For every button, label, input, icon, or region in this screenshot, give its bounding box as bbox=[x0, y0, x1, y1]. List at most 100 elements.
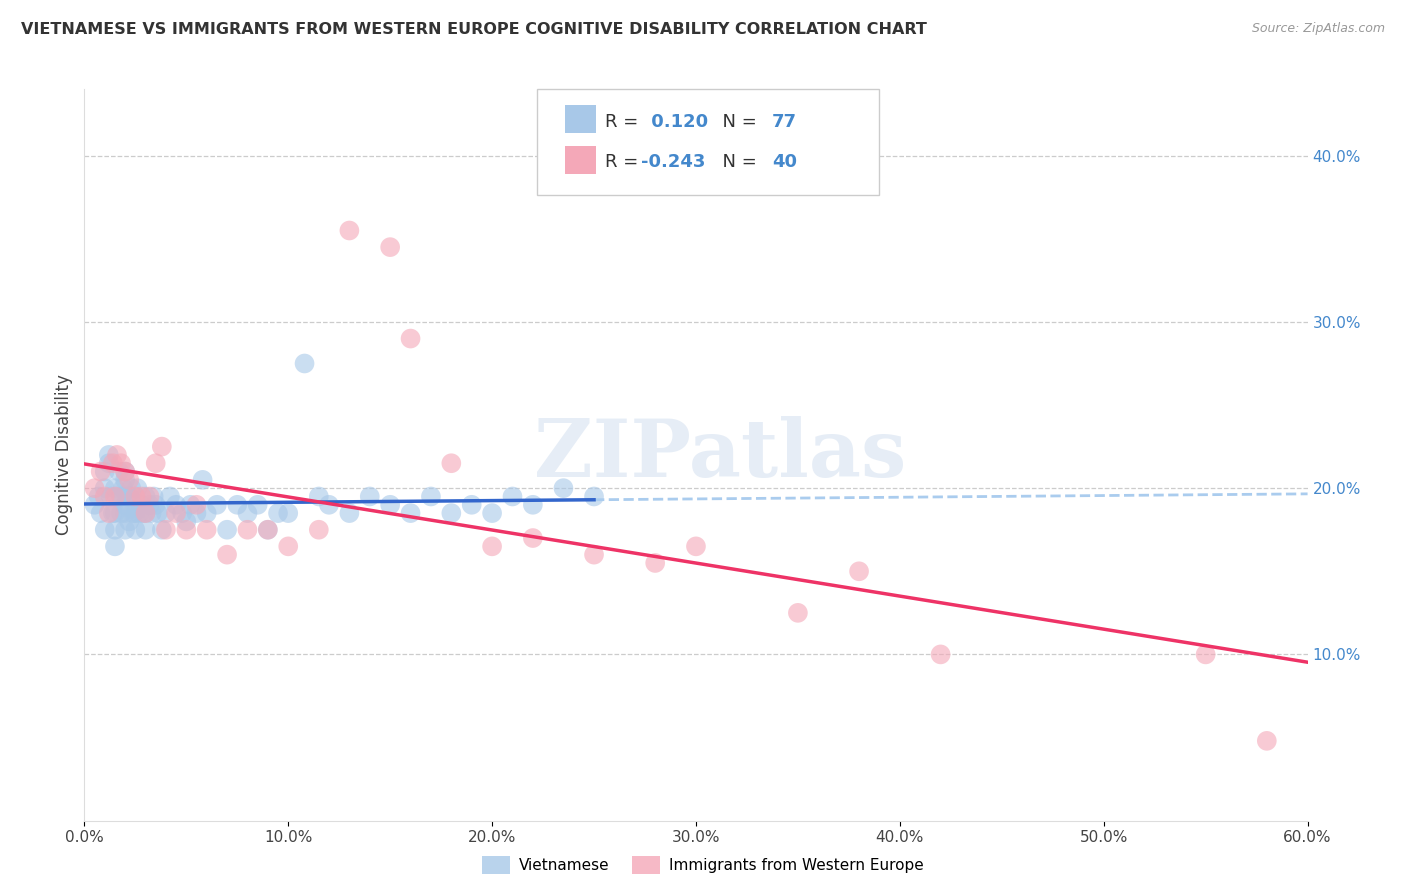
Point bbox=[174, 523, 197, 537]
Point bbox=[583, 548, 606, 562]
Point bbox=[104, 523, 127, 537]
Point bbox=[277, 506, 299, 520]
Point bbox=[217, 548, 239, 562]
Point bbox=[236, 523, 259, 537]
FancyBboxPatch shape bbox=[565, 146, 596, 174]
Point bbox=[93, 465, 115, 479]
Point bbox=[522, 531, 544, 545]
Point bbox=[461, 498, 484, 512]
Point bbox=[522, 498, 544, 512]
Y-axis label: Cognitive Disability: Cognitive Disability bbox=[55, 375, 73, 535]
Point bbox=[165, 498, 187, 512]
Point bbox=[318, 498, 340, 512]
Point bbox=[118, 473, 141, 487]
Point bbox=[399, 506, 422, 520]
Point bbox=[105, 490, 128, 504]
Point bbox=[481, 539, 503, 553]
Point bbox=[583, 490, 606, 504]
Point bbox=[138, 490, 160, 504]
Point bbox=[114, 465, 136, 479]
Point bbox=[359, 490, 381, 504]
Text: N =: N = bbox=[710, 153, 762, 171]
Point bbox=[380, 240, 402, 254]
Point bbox=[1256, 734, 1278, 748]
Point bbox=[929, 648, 952, 662]
Point bbox=[145, 498, 167, 512]
Point bbox=[108, 465, 131, 479]
Point bbox=[172, 506, 194, 520]
Point bbox=[267, 506, 290, 520]
Point bbox=[294, 356, 316, 370]
Text: 40: 40 bbox=[772, 153, 797, 171]
Point bbox=[105, 448, 128, 462]
Point bbox=[420, 490, 443, 504]
Point bbox=[124, 490, 146, 504]
Text: R =: R = bbox=[606, 153, 644, 171]
Point bbox=[83, 498, 105, 512]
Point bbox=[118, 490, 141, 504]
Point bbox=[138, 498, 160, 512]
Text: R =: R = bbox=[606, 113, 644, 131]
Point bbox=[135, 523, 157, 537]
Point bbox=[114, 498, 136, 512]
Point bbox=[191, 473, 214, 487]
Point bbox=[97, 456, 120, 470]
Text: Source: ZipAtlas.com: Source: ZipAtlas.com bbox=[1251, 22, 1385, 36]
Point bbox=[83, 481, 105, 495]
Point bbox=[97, 506, 120, 520]
Point bbox=[120, 481, 142, 495]
Point bbox=[115, 490, 138, 504]
Point bbox=[380, 498, 402, 512]
Text: -0.243: -0.243 bbox=[641, 153, 706, 171]
Point bbox=[226, 498, 249, 512]
Point bbox=[114, 523, 136, 537]
Point bbox=[155, 523, 177, 537]
Point bbox=[131, 498, 153, 512]
Point bbox=[399, 332, 422, 346]
Point bbox=[217, 523, 239, 537]
Point bbox=[124, 523, 146, 537]
Point bbox=[195, 523, 218, 537]
Point bbox=[124, 506, 146, 520]
Point bbox=[179, 498, 201, 512]
Point bbox=[246, 498, 269, 512]
Point bbox=[277, 539, 299, 553]
Point bbox=[1195, 648, 1218, 662]
Point bbox=[124, 490, 146, 504]
Point bbox=[114, 465, 136, 479]
Point bbox=[339, 506, 361, 520]
Point bbox=[135, 506, 157, 520]
Point bbox=[257, 523, 280, 537]
Point bbox=[787, 606, 810, 620]
Point bbox=[502, 490, 524, 504]
Point bbox=[195, 506, 218, 520]
Point bbox=[90, 465, 112, 479]
Point bbox=[122, 506, 145, 520]
Point bbox=[339, 223, 361, 237]
Point bbox=[101, 456, 124, 470]
Point bbox=[236, 506, 259, 520]
Point bbox=[114, 473, 136, 487]
Point bbox=[90, 506, 112, 520]
Point bbox=[100, 490, 122, 504]
Point bbox=[93, 490, 115, 504]
Point bbox=[127, 481, 149, 495]
Point bbox=[186, 506, 208, 520]
Point bbox=[257, 523, 280, 537]
Point bbox=[110, 456, 132, 470]
Point bbox=[97, 448, 120, 462]
Point bbox=[104, 506, 127, 520]
Text: 0.120: 0.120 bbox=[644, 113, 707, 131]
Text: ZIPatlas: ZIPatlas bbox=[534, 416, 907, 494]
Point bbox=[128, 506, 150, 520]
Legend: Vietnamese, Immigrants from Western Europe: Vietnamese, Immigrants from Western Euro… bbox=[477, 850, 929, 880]
Point bbox=[440, 456, 463, 470]
Text: 77: 77 bbox=[772, 113, 797, 131]
Point bbox=[142, 490, 165, 504]
Point bbox=[104, 539, 127, 553]
Point bbox=[131, 490, 153, 504]
Point bbox=[150, 440, 173, 454]
Point bbox=[159, 490, 181, 504]
FancyBboxPatch shape bbox=[565, 105, 596, 133]
Point bbox=[308, 490, 330, 504]
